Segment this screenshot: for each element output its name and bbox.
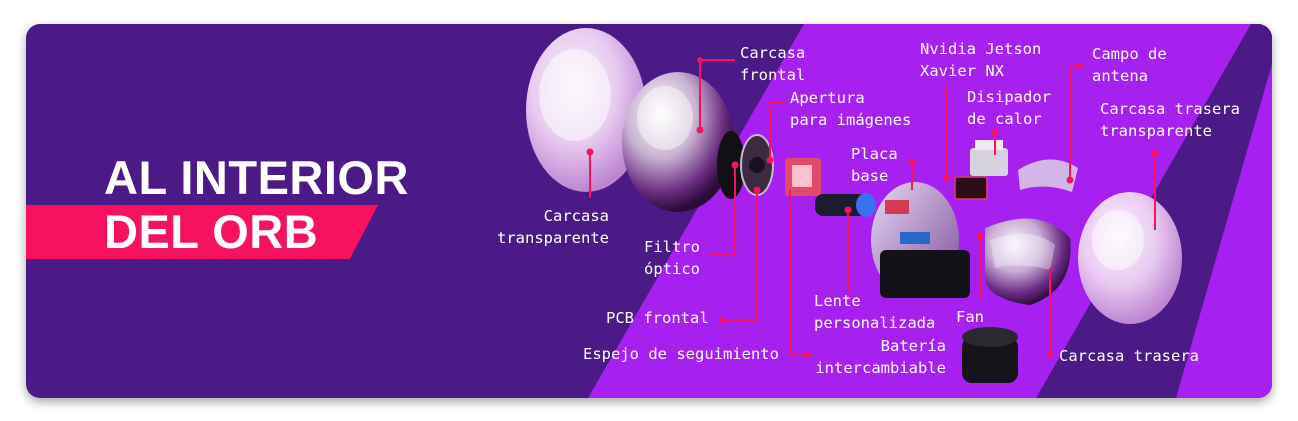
- label-apertura: Apertura para imágenes: [790, 89, 912, 129]
- transparent-rear-shell-part: [1078, 192, 1182, 324]
- nvidia-jetson-part: [954, 176, 988, 200]
- label-pcb-frontal: PCB frontal: [606, 309, 709, 327]
- custom-lens-part: [815, 193, 876, 217]
- title-line-1: AL INTERIOR: [104, 151, 409, 204]
- swappable-battery-part: [962, 327, 1018, 383]
- front-shell-part: [622, 72, 734, 212]
- title-highlight-band: [26, 205, 378, 259]
- label-nvidia: Nvidia Jetson Xavier NX: [920, 40, 1042, 80]
- imaging-aperture-part: [785, 158, 821, 196]
- label-carcasa-trasera: Carcasa trasera: [1059, 347, 1199, 365]
- label-lente: Lente personalizada: [814, 292, 936, 332]
- mainboard-body-part: [871, 182, 970, 298]
- front-pcb-part: [740, 134, 774, 196]
- rear-shell-part: [985, 218, 1071, 305]
- title-line-2: DEL ORB: [104, 205, 319, 258]
- label-placa-base: Placa base: [851, 145, 898, 185]
- label-filtro: Filtro óptico: [644, 238, 700, 278]
- label-carcasa-transparente: Carcasa transparente: [497, 207, 609, 247]
- leader-dots: [586, 57, 1159, 358]
- label-disipador: Disipador de calor: [967, 88, 1051, 128]
- label-campo-antena: Campo de antena: [1092, 45, 1167, 85]
- transparent-shell-part: [526, 28, 646, 192]
- tracking-mirror-part: [717, 131, 745, 199]
- label-carcasa-frontal: Carcasa frontal: [740, 44, 806, 84]
- label-carcasa-trasera-transparente: Carcasa trasera transparente: [1100, 100, 1240, 140]
- antenna-field-part: [1018, 159, 1078, 192]
- label-bateria: Batería intercambiable: [815, 337, 946, 377]
- label-fan: Fan: [956, 308, 984, 326]
- heatsink-part: [970, 140, 1008, 176]
- label-espejo: Espejo de seguimiento: [583, 345, 779, 363]
